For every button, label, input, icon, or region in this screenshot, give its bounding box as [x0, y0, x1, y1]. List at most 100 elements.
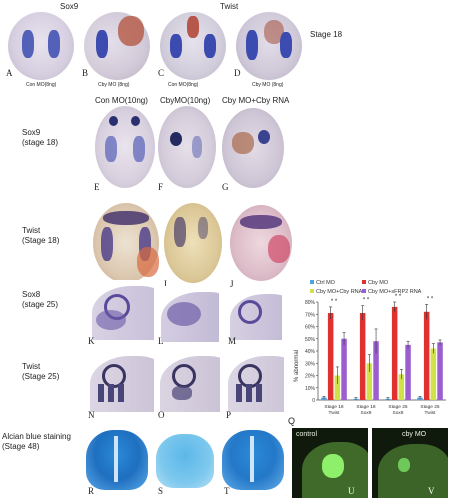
embryo-panel-i: [164, 203, 222, 283]
panel-letter-f: F: [158, 182, 164, 192]
legend-label: Cby MO: [368, 280, 389, 286]
panel-letter-p: P: [226, 410, 232, 420]
row-label-twist-18: Twist (Stage 18): [22, 226, 60, 245]
significance-marker: * *: [395, 294, 402, 300]
embryo-panel-p: [226, 350, 284, 412]
panel-letter-a: A: [6, 68, 13, 78]
x-tick-label: Stage 25: [420, 404, 440, 410]
embryo-panel-f: [158, 106, 216, 188]
legend-swatch: [362, 289, 366, 293]
header-twist: Twist: [220, 2, 239, 11]
panel-letter-o: O: [158, 410, 165, 420]
panel-letter-b: B: [82, 68, 89, 78]
caption-b: Cby MO (8ng): [98, 82, 130, 88]
col-header-cby-mo: CbyMO(10ng): [160, 96, 211, 105]
legend-swatch: [362, 280, 366, 284]
embryo-panel-n: [88, 350, 154, 412]
y-tick-label: 60%: [305, 325, 316, 331]
y-tick-label: 30%: [305, 361, 316, 367]
legend-label: Cby MO+sFRP2 RNA: [368, 289, 422, 295]
panel-letter-g: G: [222, 182, 229, 192]
bar: [341, 338, 347, 400]
panel-letter-e: E: [94, 182, 100, 192]
bar: [327, 313, 334, 400]
cartilage-panel-s: [152, 426, 218, 498]
embryo-panel-c: [160, 12, 226, 80]
embryo-panel-b: [84, 12, 150, 80]
x-tick-label: Stage 25: [388, 404, 408, 410]
bar: [423, 311, 430, 400]
bar: [430, 348, 437, 400]
panel-letter-s: S: [158, 486, 164, 496]
fluorescence-label-control: control: [296, 431, 318, 438]
header-sox9: Sox9: [60, 2, 79, 11]
legend-label: Cby MO+Cby RNA: [316, 289, 363, 295]
embryo-panel-j: [230, 205, 292, 281]
embryo-panel-e: [95, 106, 155, 188]
panel-letter-j: J: [230, 279, 234, 289]
abnormality-bar-chart: Ctrl MO Cby MO Cby MO+Cby RNA Cby MO+sFRP2 …: [288, 280, 446, 426]
x-tick-label-gene: Sox9: [361, 410, 372, 416]
row-label-twist-25: Twist (Stage 25): [22, 362, 60, 381]
panel-letter-u: U: [348, 486, 355, 496]
embryo-panel-d: [236, 12, 302, 80]
significance-marker: * *: [331, 299, 338, 305]
caption-c: Con MO(8ng): [168, 82, 199, 88]
panel-letter-i: I: [164, 279, 167, 289]
bar: [359, 313, 366, 400]
panel-letter-k: K: [88, 336, 95, 346]
bar: [373, 341, 379, 400]
bar: [391, 306, 398, 400]
col-header-con-mo: Con MO(10ng): [95, 96, 148, 105]
panel-letter-q: Q: [288, 416, 295, 426]
bar: [334, 375, 341, 400]
caption-a: Con MO(8ng): [26, 82, 57, 88]
embryo-panel-o: [158, 350, 220, 412]
significance-marker: * *: [363, 298, 370, 304]
x-tick-label-gene: Sox8: [393, 410, 404, 416]
chart-y-label: % abnormal: [294, 350, 300, 382]
stage-label: Stage 18: [310, 30, 343, 39]
legend-swatch: [310, 289, 314, 293]
panel-letter-l: L: [158, 336, 164, 346]
cartilage-panel-r: [84, 426, 150, 498]
embryo-panel-g: [222, 108, 284, 188]
panel-letter-c: C: [158, 68, 165, 78]
caption-d: Cby MO (8ng): [252, 82, 284, 88]
y-tick-label: 20%: [305, 374, 316, 380]
y-tick-label: 50%: [305, 337, 316, 343]
x-tick-label: Stage 18: [324, 404, 344, 410]
embryo-panel-k: [88, 280, 154, 340]
bar: [366, 363, 373, 400]
legend-swatch: [310, 280, 314, 284]
row-label-sox8-25: Sox8 (stage 25): [22, 290, 59, 309]
embryo-panel-h: [93, 203, 159, 283]
row-label-alcian: Alcian blue staining (Stage 48): [2, 432, 71, 451]
fluorescence-panel-u: control U: [292, 428, 368, 498]
embryo-panel-a: [8, 12, 74, 80]
chart-legend: Ctrl MO Cby MO Cby MO+Cby RNA Cby MO+sFRP2 …: [310, 280, 422, 295]
chart-bars: * * * * * * * *: [321, 294, 443, 400]
y-tick-label: 0: [312, 398, 315, 404]
col-header-cby-rescue: Cby MO+Cby RNA: [222, 96, 290, 105]
panel-letter-n: N: [88, 410, 95, 420]
significance-marker: * *: [427, 296, 434, 302]
x-tick-label: Stage 18: [356, 404, 376, 410]
bar: [398, 374, 405, 400]
row-label-sox9-18: Sox9 (stage 18): [22, 128, 59, 147]
legend-label: Ctrl MO: [316, 280, 336, 286]
cartilage-panel-t: [220, 426, 286, 498]
embryo-panel-l: [157, 286, 219, 342]
y-tick-label: 80%: [305, 300, 316, 306]
bar: [405, 344, 411, 400]
panel-letter-m: M: [228, 336, 237, 346]
y-tick-label: 70%: [305, 312, 316, 318]
fluorescence-panel-v: cby MO V: [372, 428, 448, 498]
panel-letter-v: V: [428, 486, 435, 496]
x-tick-label-gene: Twist: [425, 410, 437, 416]
embryo-panel-m: [226, 288, 282, 340]
x-tick-label-gene: Twist: [329, 410, 341, 416]
bar: [437, 342, 443, 400]
panel-letter-t: T: [224, 486, 230, 496]
